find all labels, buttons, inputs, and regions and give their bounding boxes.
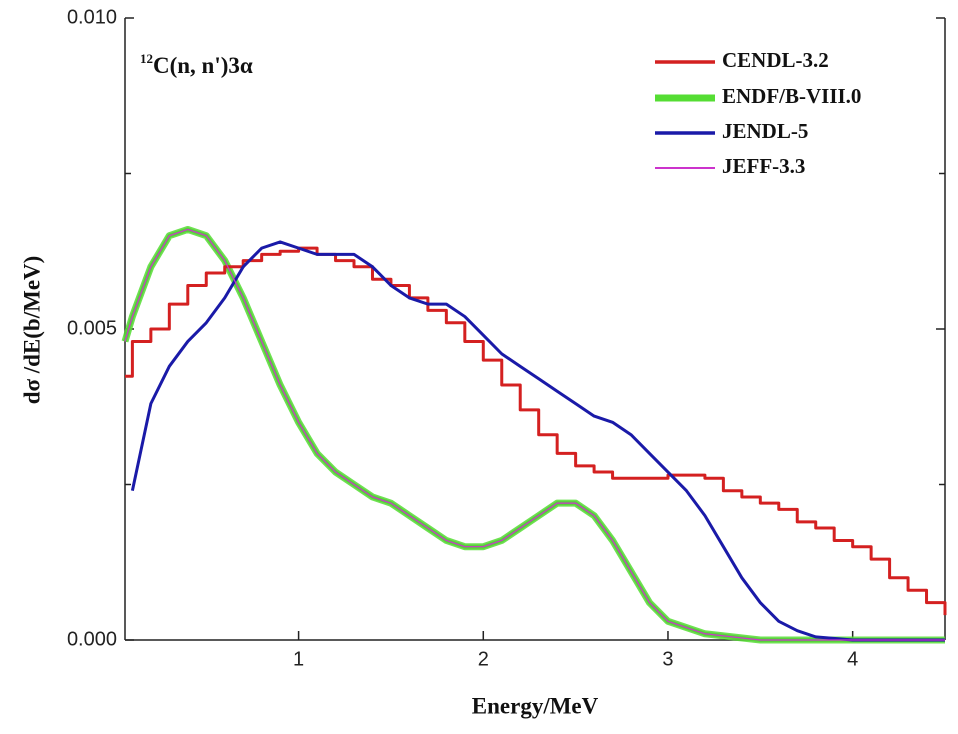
y-tick-label: 0.010 [67, 6, 117, 28]
series-line [124, 228, 945, 641]
y-axis-label: dσ /dE(b/MeV) [19, 256, 44, 405]
series-line [121, 225, 945, 644]
x-tick-label: 2 [478, 648, 489, 670]
x-axis-label: Energy/MeV [472, 693, 599, 718]
series-line [125, 246, 947, 616]
annotation-text: C(n, n')3α [153, 53, 253, 78]
x-tick-label: 3 [662, 648, 673, 670]
legend-label: JENDL-5 [722, 119, 808, 143]
x-tick-label: 1 [293, 648, 304, 670]
x-tick-label: 4 [847, 648, 858, 670]
series-line [130, 240, 945, 642]
y-tick-label: 0.005 [67, 317, 117, 339]
legend-label: JEFF-3.3 [722, 154, 805, 178]
annotation-sup: 12 [140, 51, 153, 66]
legend-label: ENDF/B-VIII.0 [722, 84, 861, 108]
legend-label: CENDL-3.2 [722, 48, 829, 72]
y-tick-label: 0.000 [67, 628, 117, 650]
series-line-core [123, 227, 945, 642]
annotation: 12C(n, n')3α [140, 51, 253, 78]
